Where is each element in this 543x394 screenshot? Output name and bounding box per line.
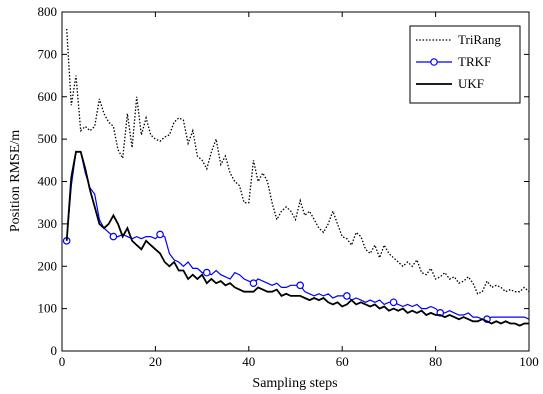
y-tick-label: 200 [38,258,58,273]
series-marker-trkf [202,268,211,277]
x-tick-label: 80 [429,354,442,369]
y-tick-label: 300 [38,216,58,231]
x-tick-label: 60 [336,354,349,369]
x-axis-label: Sampling steps [252,376,337,391]
series-marker-trkf [109,232,118,241]
y-tick-label: 500 [38,131,58,146]
ticks-layer [61,11,530,352]
series-line-trirang [66,28,530,295]
x-tick-label: 40 [242,354,255,369]
series-marker-trkf [389,298,398,307]
series-line-ukf [65,150,529,327]
series-marker-trkf [156,230,164,239]
legend-box [409,25,521,104]
legend-marker-trkf [430,58,438,66]
x-tick-label: 20 [149,354,162,369]
x-tick-label: 0 [59,354,66,369]
y-axis-label: Position RMSE/m [8,130,23,232]
x-tick-label: 100 [519,354,539,369]
y-tick-label: 600 [38,89,58,104]
legend-items: TriRang TRKF UKF [416,32,501,91]
legend-label-ukf: UKF [458,76,484,91]
y-tick-label: 700 [38,46,58,61]
series-marker-trkf [296,281,304,290]
series-marker-trkf [343,292,351,300]
tick-labels-layer: 0 20 40 60 80 100 0 100 200 300 400 500 600 700 800 [38,4,539,369]
y-tick-label: 0 [51,343,58,358]
legend-label-trirang: TriRang [458,32,501,47]
y-tick-label: 100 [38,301,58,316]
legend: TriRang TRKF UKF [409,25,521,104]
y-tick-label: 400 [38,174,58,189]
series-layer [62,28,530,327]
y-tick-label: 800 [38,4,58,19]
series-marker-trkf [249,279,258,288]
legend-label-trkf: TRKF [458,54,491,69]
